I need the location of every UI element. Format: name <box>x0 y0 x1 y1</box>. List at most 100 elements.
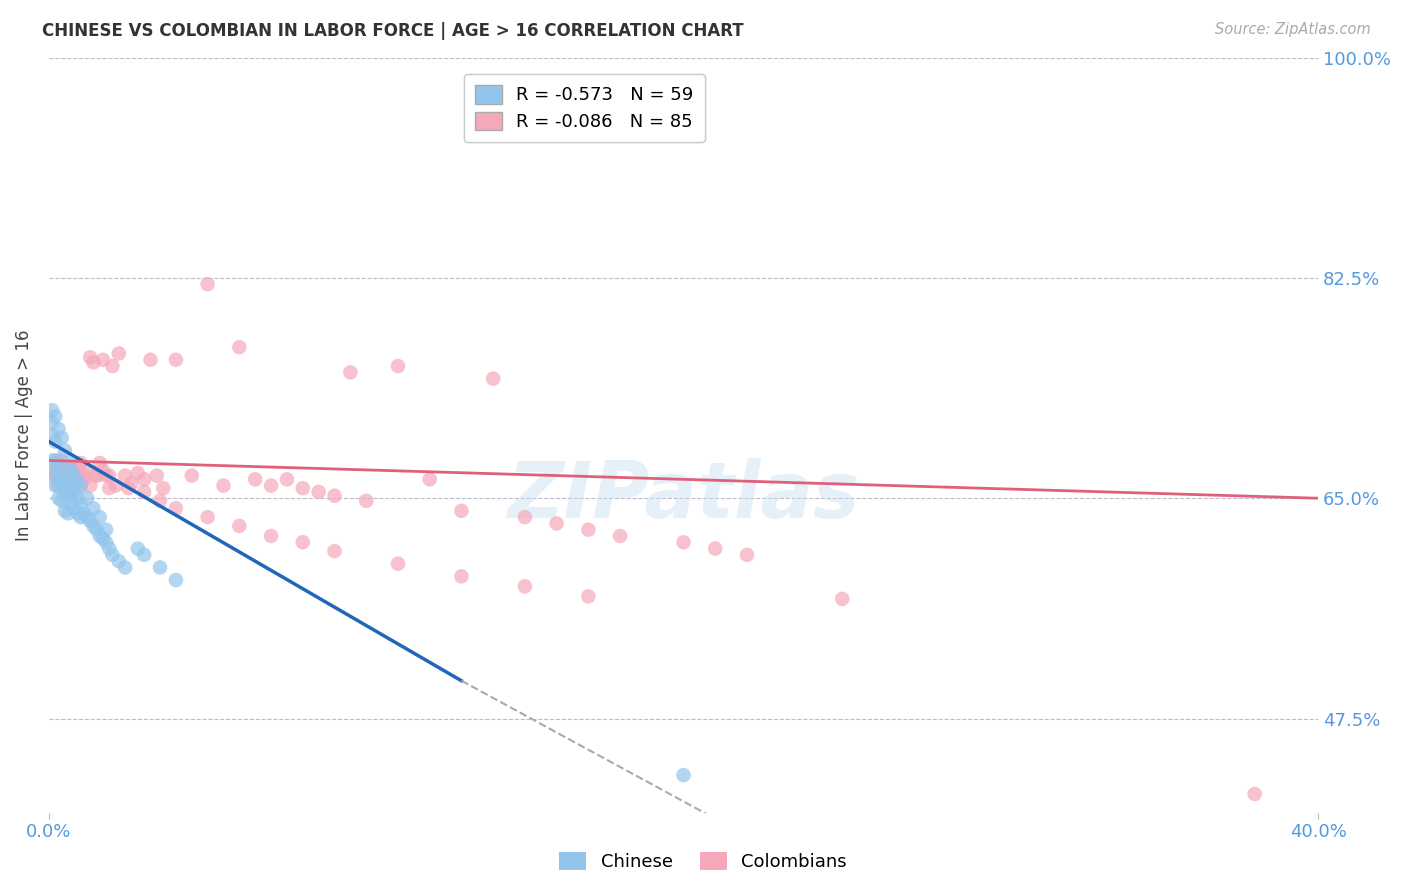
Point <box>212 478 235 492</box>
Point <box>152 481 174 495</box>
Point <box>576 590 599 604</box>
Point <box>51 476 73 491</box>
Point <box>66 468 89 483</box>
Point <box>53 478 76 492</box>
Point <box>63 478 86 492</box>
Point <box>69 456 91 470</box>
Legend: Chinese, Colombians: Chinese, Colombians <box>553 845 853 879</box>
Point <box>149 560 172 574</box>
Point <box>609 529 631 543</box>
Point <box>419 472 441 486</box>
Point <box>69 510 91 524</box>
Point <box>48 459 70 474</box>
Point <box>482 371 505 385</box>
Point <box>79 514 101 528</box>
Point <box>66 475 89 489</box>
Point <box>98 468 121 483</box>
Point <box>44 409 66 424</box>
Point <box>60 484 83 499</box>
Y-axis label: In Labor Force | Age > 16: In Labor Force | Age > 16 <box>15 329 32 541</box>
Point <box>44 453 66 467</box>
Point <box>101 548 124 562</box>
Text: Source: ZipAtlas.com: Source: ZipAtlas.com <box>1215 22 1371 37</box>
Point <box>704 541 727 556</box>
Point <box>51 468 73 483</box>
Point <box>44 472 66 486</box>
Point <box>48 422 70 436</box>
Point <box>73 468 96 483</box>
Point <box>831 591 853 606</box>
Point <box>51 481 73 495</box>
Point <box>94 535 117 549</box>
Point <box>44 434 66 449</box>
Point <box>104 478 127 492</box>
Point <box>63 484 86 499</box>
Point <box>114 560 136 574</box>
Point <box>60 484 83 499</box>
Point <box>76 491 98 506</box>
Point <box>98 481 121 495</box>
Point <box>66 491 89 506</box>
Point <box>86 523 108 537</box>
Point <box>82 355 104 369</box>
Point <box>44 478 66 492</box>
Point <box>121 476 143 491</box>
Point <box>146 468 169 483</box>
Point <box>56 478 79 492</box>
Point <box>197 277 219 292</box>
Point <box>73 472 96 486</box>
Point <box>79 478 101 492</box>
Point <box>53 481 76 495</box>
Point <box>53 504 76 518</box>
Point <box>291 535 314 549</box>
Point <box>76 510 98 524</box>
Point <box>260 529 283 543</box>
Point <box>134 472 156 486</box>
Point <box>94 468 117 483</box>
Point <box>139 352 162 367</box>
Point <box>66 459 89 474</box>
Point <box>63 468 86 483</box>
Point <box>60 468 83 483</box>
Point <box>117 481 139 495</box>
Point <box>48 478 70 492</box>
Point <box>107 554 129 568</box>
Point <box>63 501 86 516</box>
Point <box>51 453 73 467</box>
Point <box>82 519 104 533</box>
Point <box>180 468 202 483</box>
Point <box>546 516 568 531</box>
Point <box>76 464 98 478</box>
Point <box>91 532 114 546</box>
Point <box>69 498 91 512</box>
Point <box>53 464 76 478</box>
Point <box>339 365 361 379</box>
Point <box>53 472 76 486</box>
Point <box>245 472 267 486</box>
Point <box>63 459 86 474</box>
Point <box>450 569 472 583</box>
Point <box>89 529 111 543</box>
Text: ZIPatlas: ZIPatlas <box>508 458 859 533</box>
Point <box>165 352 187 367</box>
Point <box>60 464 83 478</box>
Point <box>48 456 70 470</box>
Point <box>91 464 114 478</box>
Point <box>114 468 136 483</box>
Point <box>387 557 409 571</box>
Point <box>127 541 149 556</box>
Point <box>53 464 76 478</box>
Point <box>387 359 409 373</box>
Legend: R = -0.573   N = 59, R = -0.086   N = 85: R = -0.573 N = 59, R = -0.086 N = 85 <box>464 74 704 142</box>
Point <box>41 403 63 417</box>
Point <box>228 519 250 533</box>
Point <box>672 768 695 782</box>
Point <box>41 428 63 442</box>
Point <box>165 573 187 587</box>
Point <box>60 498 83 512</box>
Point <box>56 506 79 520</box>
Point <box>165 501 187 516</box>
Point <box>48 472 70 486</box>
Point <box>576 523 599 537</box>
Point <box>323 544 346 558</box>
